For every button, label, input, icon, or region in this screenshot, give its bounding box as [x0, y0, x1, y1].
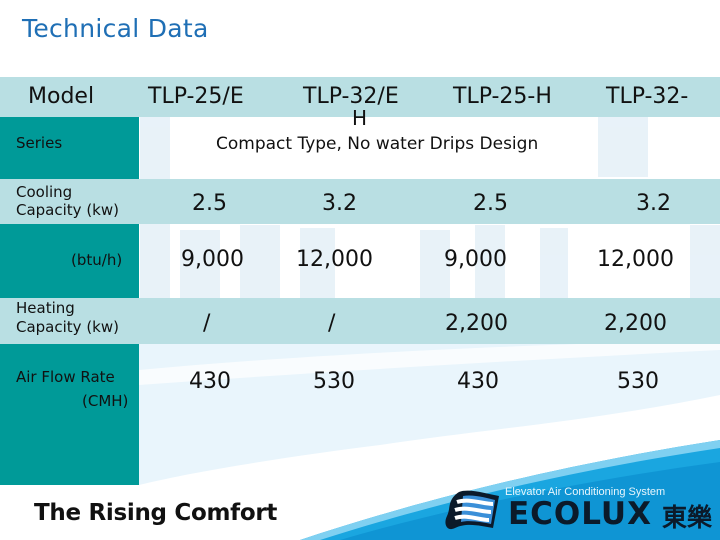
cooling-label-line2: Capacity (kw): [16, 201, 119, 219]
footer-slogan: The Rising Comfort: [34, 500, 278, 526]
heating-kw-tlp-32-e: /: [328, 311, 336, 336]
series-label: Series: [16, 134, 63, 152]
model-header-wrapped-fragment: H: [352, 106, 368, 130]
cooling-kw-tlp-32-h: 3.2: [636, 191, 671, 216]
airflow-tlp-32-h: 530: [617, 369, 659, 394]
model-header-tlp-25-h: TLP-25-H: [453, 84, 552, 109]
brand-subtitle: Elevator Air Conditioning System: [505, 486, 666, 498]
model-header-tlp-32-e: TLP-32/E: [303, 84, 399, 109]
cooling-btu-tlp-25-h: 9,000: [444, 247, 507, 272]
series-value: Compact Type, No water Drips Design: [216, 134, 539, 154]
model-header-tlp-32-h: TLP-32-: [606, 84, 689, 109]
heating-label-line2: Capacity (kw): [16, 318, 119, 336]
heating-kw-tlp-25-e: /: [203, 311, 211, 336]
page-title: Technical Data: [22, 14, 209, 43]
heating-kw-tlp-32-h: 2,200: [604, 311, 667, 336]
ecolux-logo-icon: [445, 490, 499, 530]
cooling-btu-label: (btu/h): [71, 251, 123, 269]
airflow-tlp-25-e: 430: [189, 369, 231, 394]
model-header-tlp-25-e: TLP-25/E: [148, 84, 244, 109]
cooling-btu-tlp-25-e: 9,000: [181, 247, 244, 272]
airflow-label-line1: Air Flow Rate: [16, 368, 115, 386]
airflow-label-line2: (CMH): [82, 392, 129, 410]
cooling-row-band: [0, 179, 720, 224]
brand-cjk-name: 東樂: [662, 503, 713, 532]
airflow-tlp-32-e: 530: [313, 369, 355, 394]
cooling-btu-tlp-32-e: 12,000: [296, 247, 373, 272]
cooling-btu-tlp-32-h: 12,000: [597, 247, 674, 272]
cooling-kw-tlp-32-e: 3.2: [322, 191, 357, 216]
header-row-band: [0, 77, 720, 117]
brand-name: ECOLUX: [508, 496, 653, 532]
cooling-label-line1: Cooling: [16, 183, 73, 201]
model-header-label: Model: [28, 84, 95, 109]
heating-label-line1: Heating: [16, 299, 75, 317]
heating-row-band: [0, 298, 720, 344]
cooling-kw-tlp-25-h: 2.5: [473, 191, 508, 216]
cooling-kw-tlp-25-e: 2.5: [192, 191, 227, 216]
heating-kw-tlp-25-h: 2,200: [445, 311, 508, 336]
airflow-tlp-25-h: 430: [457, 369, 499, 394]
